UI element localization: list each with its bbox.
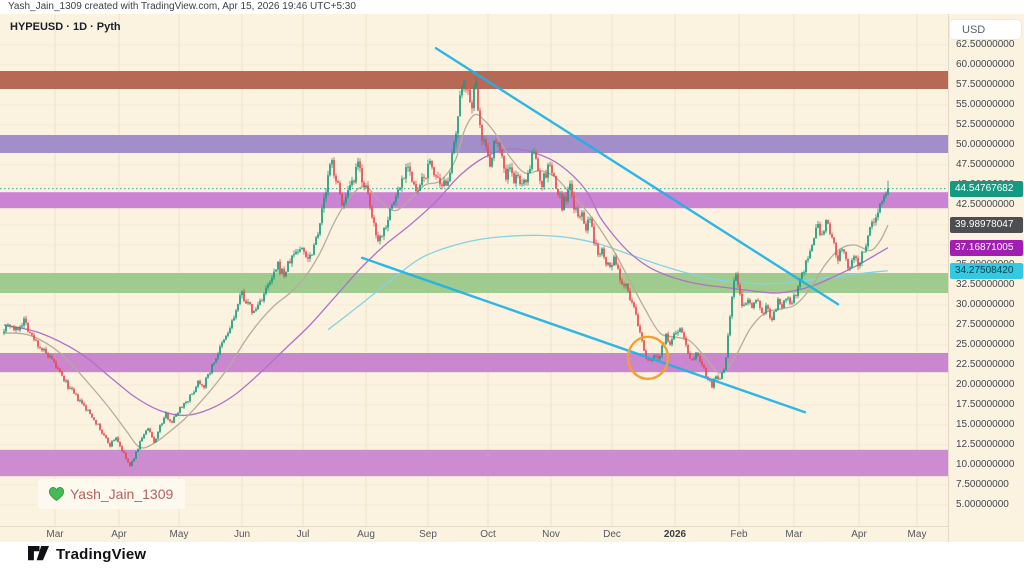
- month-label: 2026: [663, 529, 687, 540]
- price-label: 39.98978047: [950, 217, 1023, 234]
- month-label: Dec: [603, 529, 621, 540]
- price-tick: 17.50000000: [956, 399, 1015, 410]
- month-label: Feb: [730, 529, 748, 540]
- month-label: Mar: [785, 529, 803, 540]
- price-tick: 62.50000000: [956, 39, 1015, 50]
- chart-area[interactable]: HYPEUSD · 1D · Pyth Yash_Jain_1309 USD 5…: [0, 14, 1024, 542]
- price-tick: 42.50000000: [956, 199, 1015, 210]
- price-tick: 57.50000000: [956, 79, 1015, 90]
- footer-bar: TradingView: [0, 542, 1024, 574]
- price-tick: 60.00000000: [956, 59, 1015, 70]
- month-label: May: [169, 529, 189, 540]
- chart-canvas[interactable]: [0, 14, 948, 526]
- month-label: Jun: [233, 529, 251, 540]
- price-tick: 55.00000000: [956, 99, 1015, 110]
- month-label: Oct: [480, 529, 496, 540]
- month-label: Jul: [296, 529, 310, 540]
- tradingview-logo[interactable]: TradingView: [28, 546, 146, 563]
- watermark-name: Yash_Jain_1309: [70, 486, 174, 502]
- month-label: Aug: [357, 529, 375, 540]
- price-tick: 32.50000000: [956, 279, 1015, 290]
- currency-toggle-button[interactable]: USD: [950, 20, 1021, 39]
- month-label: Apr: [851, 529, 867, 540]
- price-tick: 47.50000000: [956, 159, 1015, 170]
- price-tick: 12.50000000: [956, 439, 1015, 450]
- attribution-text: Yash_Jain_1309 created with TradingView.…: [8, 1, 356, 12]
- attribution-bar: Yash_Jain_1309 created with TradingView.…: [0, 0, 1024, 14]
- tradingview-logo-text: TradingView: [56, 546, 147, 563]
- price-tick: 50.00000000: [956, 139, 1015, 150]
- price-tick: 52.50000000: [956, 119, 1015, 130]
- tradingview-logo-icon: [28, 546, 49, 561]
- price-tick: 22.50000000: [956, 359, 1015, 370]
- time-axis[interactable]: Mar Apr May Jun Jul Aug Sep Oct Nov Dec 2026 Feb Mar…: [0, 526, 948, 543]
- price-tick: 5.00000000: [956, 499, 1009, 510]
- price-tick: 15.00000000: [956, 419, 1015, 430]
- month-label: Sep: [419, 529, 437, 540]
- price-tick: 30.00000000: [956, 299, 1015, 310]
- symbol-legend[interactable]: HYPEUSD · 1D · Pyth: [10, 21, 121, 33]
- price-label: 34.27508420: [950, 262, 1023, 279]
- price-tick: 7.50000000: [956, 479, 1009, 490]
- price-label: 44.54767682: [950, 180, 1023, 197]
- watermark: Yash_Jain_1309: [38, 479, 186, 509]
- month-label: May: [907, 529, 927, 540]
- price-tick: 20.00000000: [956, 379, 1015, 390]
- month-label: Apr: [111, 529, 127, 540]
- month-label: Nov: [542, 529, 560, 540]
- price-tick: 27.50000000: [956, 319, 1015, 330]
- price-axis[interactable]: 5.00000000 7.50000000 10.00000000 12.500000…: [948, 14, 1024, 542]
- price-tick: 25.00000000: [956, 339, 1015, 350]
- heart-icon: [48, 487, 65, 501]
- price-label: 37.16871005: [950, 239, 1023, 256]
- price-tick: 10.00000000: [956, 459, 1015, 470]
- month-label: Mar: [46, 529, 64, 540]
